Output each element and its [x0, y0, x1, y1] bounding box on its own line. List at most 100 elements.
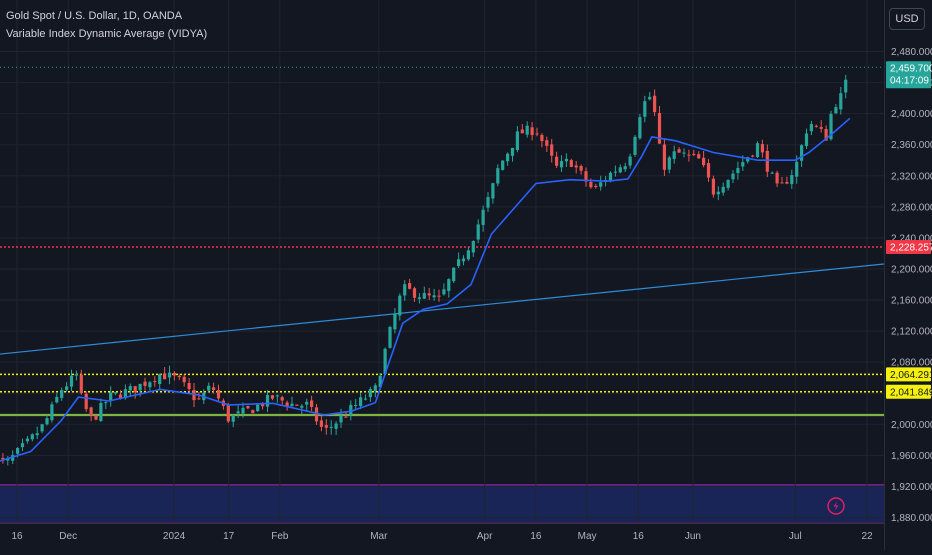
candle-body	[589, 182, 593, 188]
candle-body	[114, 392, 118, 394]
y-tick-label: 2,280.000	[891, 202, 932, 213]
candle-body	[349, 404, 353, 416]
y-tick-label: 1,880.000	[891, 513, 932, 524]
candle-body	[706, 163, 711, 178]
candle-body	[824, 128, 828, 141]
candle-body	[60, 390, 64, 398]
x-tick-label: 17	[223, 531, 235, 542]
candle-body	[564, 158, 569, 162]
candle-body	[447, 279, 451, 291]
candle-body	[765, 150, 769, 172]
candle-body	[79, 374, 83, 394]
x-tick-label: 16	[11, 531, 23, 542]
candle-body	[471, 240, 475, 253]
candle-body	[398, 295, 402, 316]
candle-body	[760, 144, 765, 153]
candle-body	[677, 149, 681, 153]
candle-body	[74, 374, 79, 376]
replay-icon[interactable]	[827, 497, 845, 515]
trendline[interactable]	[0, 263, 885, 355]
support-2-price-label-bg	[886, 384, 931, 399]
y-tick-label: 2,320.000	[891, 171, 932, 182]
support-zone	[0, 484, 884, 523]
vidya-line[interactable]	[0, 117, 851, 463]
candle-body	[344, 416, 348, 418]
candle-body	[123, 389, 128, 399]
y-tick-label: 2,400.000	[891, 109, 932, 120]
candle-body	[809, 124, 814, 132]
x-tick-label: 2024	[163, 531, 186, 542]
candle-body	[427, 293, 431, 296]
candle-body	[834, 107, 838, 114]
candle-body	[550, 144, 554, 156]
candle-body	[501, 160, 505, 170]
candle-body	[697, 154, 701, 159]
candle-body	[780, 182, 784, 184]
candle-body	[653, 95, 657, 113]
candle-body	[584, 171, 588, 182]
candle-body	[545, 140, 549, 146]
candle-body	[422, 292, 426, 299]
candle-body	[800, 145, 804, 161]
candle-body	[251, 410, 255, 414]
candle-body	[491, 183, 495, 199]
candle-body	[432, 295, 436, 298]
candle-body	[638, 117, 642, 139]
candle-body	[795, 161, 799, 177]
candle-body	[721, 186, 725, 193]
candle-body	[373, 385, 377, 391]
candle-body	[775, 172, 779, 184]
candle-body	[442, 289, 446, 295]
candle-body	[819, 127, 823, 129]
candle-body	[412, 288, 417, 298]
candle-body	[84, 393, 88, 410]
candle-body	[687, 154, 691, 156]
candle-body	[305, 401, 309, 405]
candle-body	[648, 96, 652, 100]
candle-body	[241, 407, 245, 414]
y-tick-label: 2,240.000	[891, 233, 932, 244]
candle-body	[628, 156, 632, 166]
candle-body	[530, 127, 534, 136]
candle-body	[280, 397, 284, 401]
candle-body	[408, 283, 412, 289]
candle-body	[486, 196, 490, 208]
candle-body	[89, 407, 93, 416]
candle-body	[35, 433, 39, 436]
candle-body	[461, 258, 466, 262]
candle-body	[265, 394, 270, 407]
currency-button[interactable]: USD	[889, 8, 925, 30]
candle-body	[30, 434, 34, 440]
candle-body	[363, 398, 368, 400]
candle-body	[814, 125, 818, 127]
candle-body	[55, 396, 59, 403]
candle-body	[466, 250, 471, 260]
last-price-label: 2,459.700	[890, 63, 932, 74]
y-tick-label: 2,360.000	[891, 140, 932, 151]
price-axis[interactable]	[884, 0, 932, 550]
candle-body	[11, 455, 15, 461]
x-tick-label: 16	[530, 531, 542, 542]
candle-body	[741, 162, 745, 167]
y-tick-label: 1,920.000	[891, 482, 932, 493]
candle-body	[643, 101, 647, 117]
countdown-label: 04:17:09	[890, 75, 929, 86]
candle-body	[187, 382, 191, 390]
candle-body	[1, 457, 5, 460]
indicator-legend[interactable]: Variable Index Dynamic Average (VIDYA)	[6, 28, 208, 40]
y-tick-label: 2,160.000	[891, 296, 932, 307]
candle-body	[354, 404, 358, 406]
candle-body	[559, 161, 564, 168]
candle-body	[138, 383, 142, 391]
candle-body	[290, 403, 294, 407]
y-tick-label: 2,000.000	[891, 420, 932, 431]
candle-body	[510, 147, 515, 156]
candle-body	[339, 415, 343, 423]
candle-body	[153, 381, 157, 383]
candle-body	[403, 284, 407, 296]
candle-body	[158, 374, 162, 385]
x-tick-label: Jul	[789, 531, 802, 542]
x-tick-label: 16	[633, 531, 645, 542]
